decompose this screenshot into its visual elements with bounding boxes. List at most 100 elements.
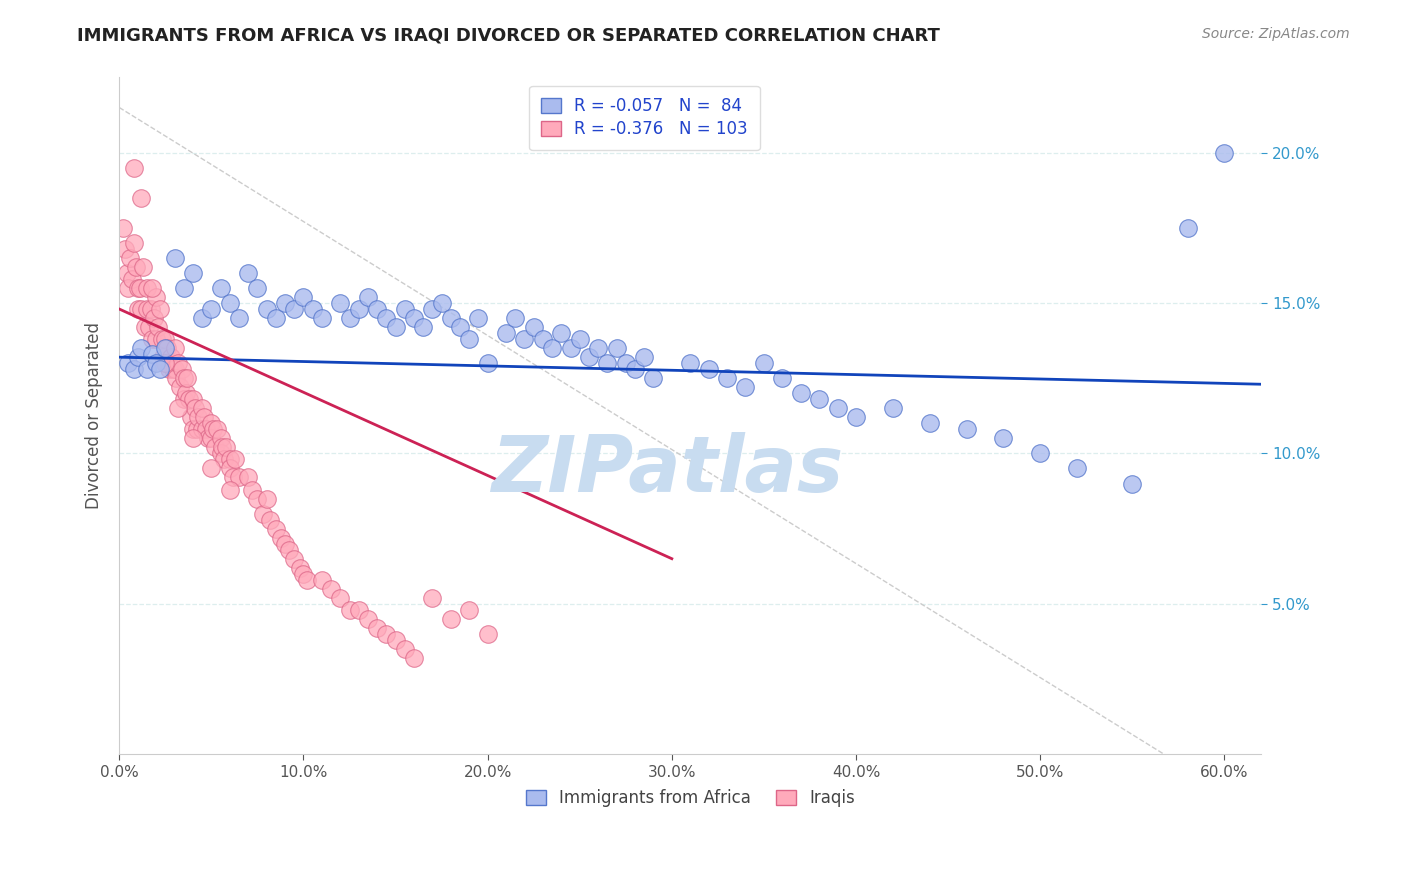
Point [184, 401, 207, 416]
Point [202, 422, 225, 436]
Point [205, 422, 228, 436]
Point [141, 347, 163, 361]
Point [295, 573, 318, 587]
Point [586, 341, 609, 355]
Point [115, 266, 138, 280]
Point [131, 301, 153, 316]
Point [458, 603, 481, 617]
Point [292, 290, 315, 304]
Point [1066, 461, 1088, 475]
Point [1213, 145, 1236, 160]
Point [181, 422, 204, 436]
Point [180, 410, 202, 425]
Point [141, 281, 163, 295]
Point [173, 281, 195, 295]
Point [1121, 476, 1143, 491]
Point [224, 452, 246, 467]
Point [145, 332, 167, 346]
Point [191, 401, 214, 416]
Point [127, 281, 149, 295]
Point [752, 356, 775, 370]
Point [149, 301, 172, 316]
Point [181, 392, 204, 407]
Point [218, 483, 240, 497]
Point [402, 651, 425, 665]
Point [357, 612, 380, 626]
Point [228, 470, 250, 484]
Point [339, 311, 361, 326]
Point [228, 311, 250, 326]
Point [114, 242, 136, 256]
Point [256, 491, 278, 506]
Point [375, 627, 398, 641]
Point [394, 301, 416, 316]
Point [550, 326, 572, 340]
Point [993, 431, 1015, 445]
Point [131, 341, 153, 355]
Point [246, 491, 269, 506]
Point [633, 350, 655, 364]
Point [191, 422, 214, 436]
Point [163, 362, 186, 376]
Point [125, 260, 148, 274]
Point [181, 431, 204, 445]
Point [128, 281, 150, 295]
Point [384, 632, 406, 647]
Point [167, 401, 190, 416]
Text: ZIPatlas: ZIPatlas [491, 432, 844, 508]
Point [135, 301, 157, 316]
Point [366, 301, 388, 316]
Point [264, 311, 287, 326]
Point [132, 260, 155, 274]
Point [181, 266, 204, 280]
Point [163, 341, 186, 355]
Point [135, 362, 157, 376]
Point [430, 296, 453, 310]
Point [560, 341, 582, 355]
Point [143, 311, 166, 326]
Point [624, 362, 647, 376]
Point [240, 483, 263, 497]
Point [288, 560, 311, 574]
Point [187, 410, 209, 425]
Point [339, 603, 361, 617]
Point [139, 301, 162, 316]
Point [256, 301, 278, 316]
Point [523, 320, 546, 334]
Point [827, 401, 849, 416]
Point [845, 410, 868, 425]
Point [127, 350, 149, 364]
Point [311, 573, 333, 587]
Point [329, 591, 352, 605]
Point [214, 452, 236, 467]
Point [311, 311, 333, 326]
Point [155, 332, 177, 346]
Point [111, 220, 134, 235]
Point [770, 371, 793, 385]
Point [127, 301, 149, 316]
Point [578, 350, 600, 364]
Point [209, 431, 232, 445]
Text: IMMIGRANTS FROM AFRICA VS IRAQI DIVORCED OR SEPARATED CORRELATION CHART: IMMIGRANTS FROM AFRICA VS IRAQI DIVORCED… [77, 27, 941, 45]
Point [131, 191, 153, 205]
Point [503, 311, 526, 326]
Point [170, 362, 193, 376]
Point [209, 281, 232, 295]
Point [238, 266, 260, 280]
Point [150, 332, 173, 346]
Point [606, 341, 628, 355]
Point [197, 431, 219, 445]
Point [1177, 220, 1199, 235]
Point [191, 311, 214, 326]
Point [319, 582, 342, 596]
Point [163, 251, 186, 265]
Point [734, 380, 756, 394]
Point [495, 326, 517, 340]
Point [270, 531, 292, 545]
Point [179, 392, 201, 407]
Point [440, 311, 463, 326]
Point [531, 332, 554, 346]
Point [155, 356, 177, 370]
Point [274, 536, 297, 550]
Point [596, 356, 619, 370]
